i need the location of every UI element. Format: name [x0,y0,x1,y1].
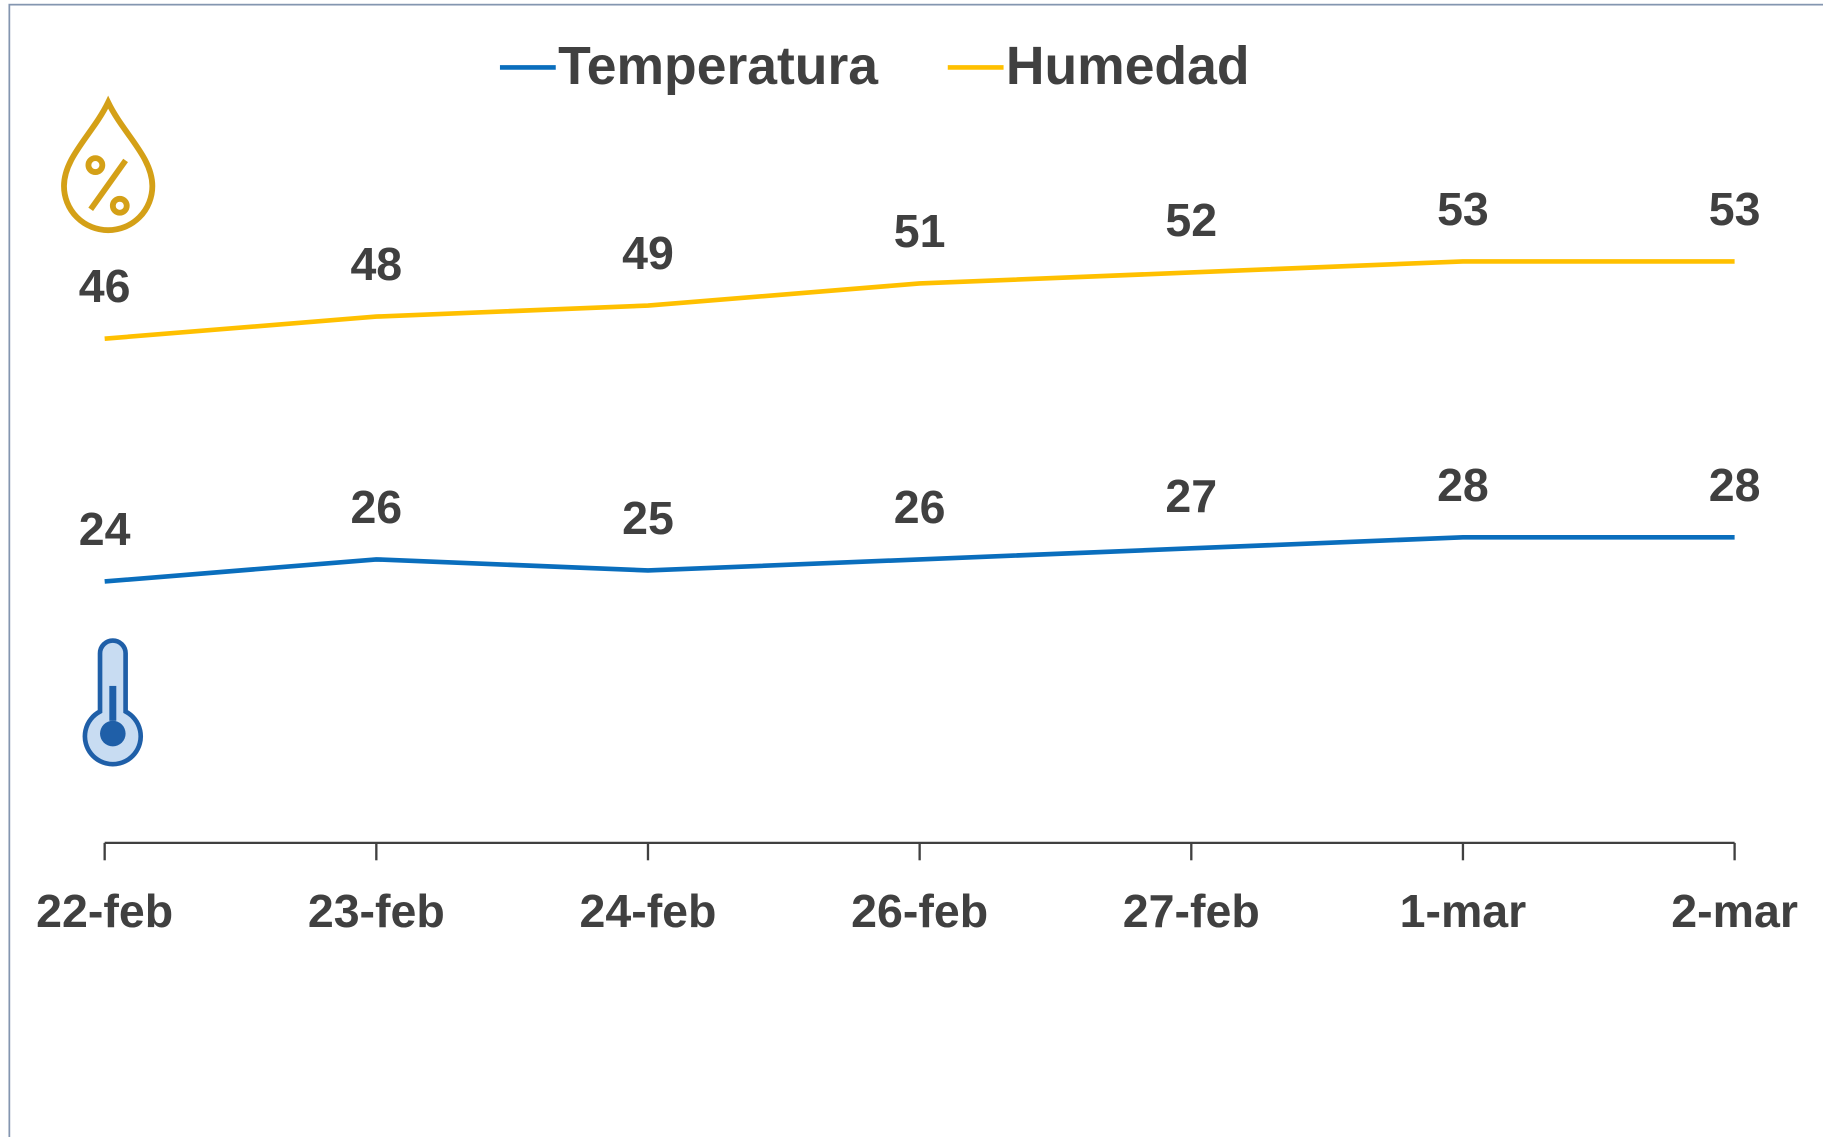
x-tick-label: 23-feb [308,885,445,937]
data-label: 28 [1709,459,1761,511]
data-label: 46 [79,260,131,312]
data-label: 26 [350,481,402,533]
data-label: 24 [79,503,131,555]
x-tick-label: 24-feb [579,885,716,937]
x-tick-label: 2-mar [1671,885,1798,937]
legend-label: Temperatura [558,37,879,96]
data-label: 51 [894,205,946,257]
data-label: 28 [1437,459,1489,511]
data-label: 48 [350,238,402,290]
x-tick-label: 22-feb [36,885,173,937]
series-line [104,259,1735,341]
data-label: 25 [622,492,674,544]
x-tick-label: 1-mar [1400,885,1527,937]
data-label: 27 [1165,470,1217,522]
data-label: 49 [622,227,674,279]
x-tick-label: 27-feb [1123,885,1260,937]
humidity-icon [61,95,156,234]
data-label: 53 [1437,183,1489,235]
x-tick-label: 26-feb [851,885,988,937]
data-label: 26 [894,481,946,533]
series-line [104,535,1735,584]
data-label: 52 [1165,194,1217,246]
legend: Temperatura Humedad [499,37,1250,96]
frame [8,3,1823,1137]
thermometer-icon [82,638,144,767]
legend-label: Humedad [1006,37,1250,96]
data-label: 53 [1709,183,1761,235]
